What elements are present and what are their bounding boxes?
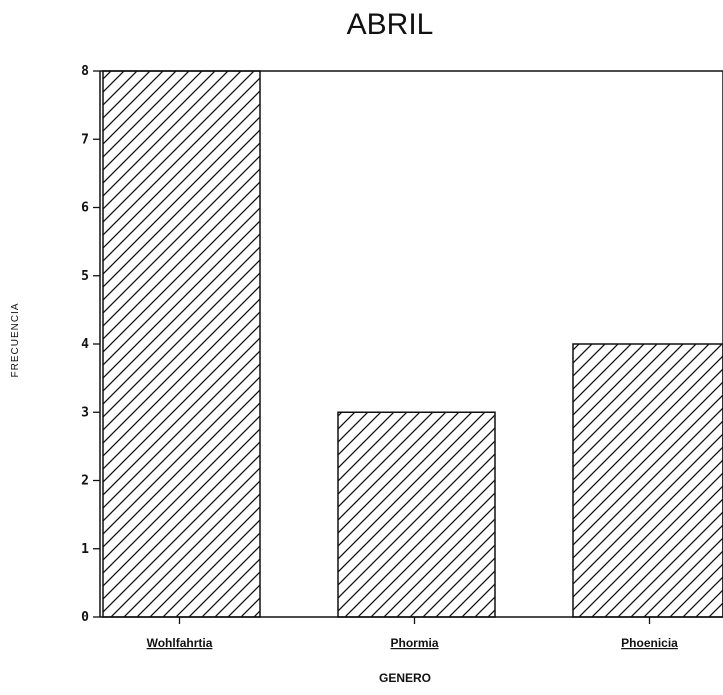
y-tick-label: 6 [81, 201, 89, 216]
y-axis-title: FRECUENCIA [10, 302, 21, 377]
y-tick-label: 0 [81, 610, 89, 625]
y-tick-label: 2 [81, 474, 89, 489]
y-tick-label: 5 [81, 269, 89, 284]
chart-title: ABRIL [347, 8, 434, 41]
x-tick-label: Phormia [390, 636, 438, 650]
bar-phormia [337, 411, 496, 618]
x-tick-label: Wohlfahrtia [147, 636, 213, 650]
y-tick-label: 1 [81, 542, 89, 557]
x-axis-title: GENERO [379, 671, 431, 685]
y-tick-label: 8 [81, 64, 89, 79]
plot-area: 0 1 2 3 4 5 6 7 8 Wohlfahrtia Phormia Phoenicia [81, 64, 723, 650]
y-tick-label: 4 [81, 337, 89, 352]
y-tick-label: 3 [81, 405, 89, 420]
bar-phoenicia [572, 343, 723, 618]
bar-wohlfahrtia [102, 70, 261, 618]
x-tick-label: Phoenicia [621, 636, 678, 650]
y-tick-label: 7 [81, 132, 89, 147]
